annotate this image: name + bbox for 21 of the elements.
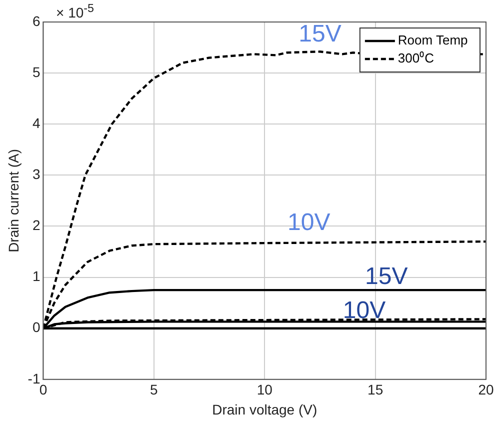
y-tick-label: 4	[32, 114, 40, 131]
x-tick-label: 20	[478, 382, 494, 398]
annotation: 10V	[342, 297, 386, 324]
x-axis-title: Drain voltage (V)	[212, 401, 318, 418]
y-tick-label: 5	[32, 64, 40, 80]
y-axis-title: Drain current (A)	[5, 148, 22, 252]
text: × 10$^{-5}$	[56, 2, 94, 21]
y-tick-label: -1	[28, 370, 40, 386]
legend-label: 300⁰C	[398, 50, 434, 66]
annotation: 15V	[298, 20, 342, 48]
y-tick-label: 0	[32, 319, 40, 336]
legend-label: Room Temp	[398, 32, 468, 48]
annotation: 10V	[288, 209, 330, 236]
y-tick-label: 2	[32, 217, 40, 234]
annotation: 15V	[365, 262, 408, 290]
y-tick-label: 1	[32, 268, 40, 284]
x-tick-label: 10	[256, 382, 273, 398]
x-tick-label: 5	[150, 382, 158, 398]
x-tick-label: 15	[368, 382, 384, 398]
y-tick-label: 3	[32, 166, 40, 182]
y-tick-label: 6	[32, 12, 40, 29]
